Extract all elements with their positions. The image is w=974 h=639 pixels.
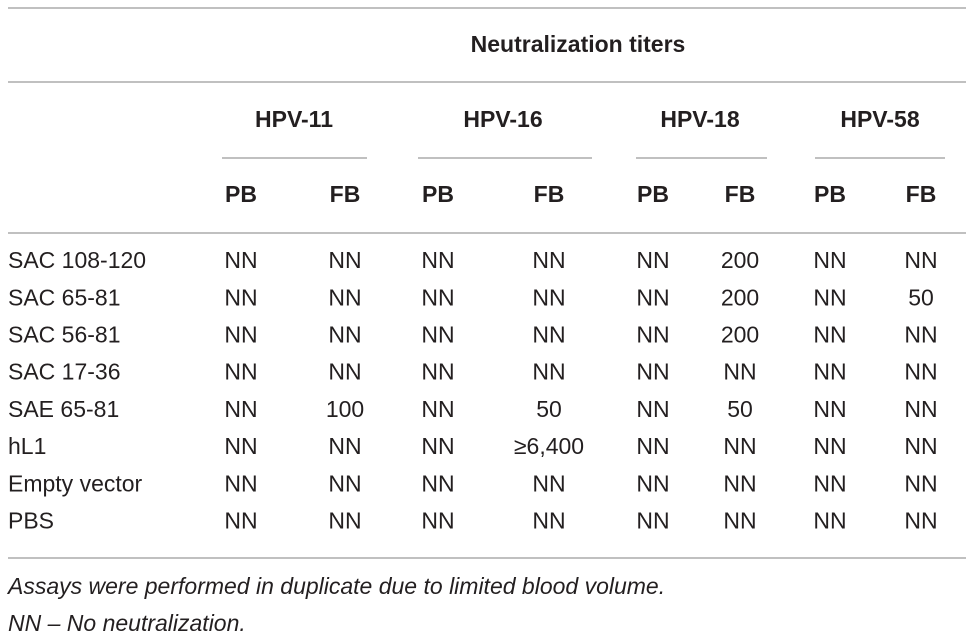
- group-header: HPV-11: [255, 106, 333, 132]
- cell: NN: [421, 247, 454, 273]
- cell: NN: [224, 396, 257, 422]
- cell: NN: [904, 507, 937, 533]
- cell: 100: [326, 396, 364, 422]
- row-label: SAE 65-81: [8, 396, 119, 422]
- cell: NN: [636, 284, 669, 310]
- footnote: Assays were performed in duplicate due t…: [6, 573, 665, 599]
- cell: ≥6,400: [514, 433, 584, 459]
- column-header: FB: [725, 181, 756, 207]
- cell: NN: [813, 470, 846, 496]
- row-label: SAC 17-36: [8, 359, 121, 385]
- column-header: PB: [637, 181, 669, 207]
- cell: NN: [813, 507, 846, 533]
- cell: NN: [421, 433, 454, 459]
- cell: NN: [636, 359, 669, 385]
- row-label: Empty vector: [8, 470, 143, 496]
- row-label: SAC 65-81: [8, 284, 121, 310]
- cell: NN: [328, 359, 361, 385]
- cell: NN: [224, 284, 257, 310]
- cell: NN: [421, 396, 454, 422]
- cell: NN: [328, 433, 361, 459]
- cell: 50: [727, 396, 753, 422]
- column-header: PB: [225, 181, 257, 207]
- cell: NN: [421, 507, 454, 533]
- cell: NN: [532, 507, 565, 533]
- cell: NN: [224, 321, 257, 347]
- column-header: FB: [534, 181, 565, 207]
- table-title: Neutralization titers: [471, 31, 686, 57]
- cell: NN: [224, 433, 257, 459]
- cell: NN: [421, 359, 454, 385]
- column-header: PB: [814, 181, 846, 207]
- cell: NN: [328, 284, 361, 310]
- cell: NN: [904, 247, 937, 273]
- cell: NN: [532, 247, 565, 273]
- cell: NN: [421, 284, 454, 310]
- cell: NN: [636, 247, 669, 273]
- cell: NN: [421, 321, 454, 347]
- column-header: PB: [422, 181, 454, 207]
- cell: NN: [532, 321, 565, 347]
- cell: NN: [636, 321, 669, 347]
- cell: NN: [904, 321, 937, 347]
- cell: NN: [421, 470, 454, 496]
- cell: NN: [904, 470, 937, 496]
- cell: NN: [813, 247, 846, 273]
- column-header: FB: [906, 181, 937, 207]
- cell: NN: [904, 396, 937, 422]
- column-header: FB: [330, 181, 361, 207]
- cell: NN: [224, 507, 257, 533]
- cell: NN: [328, 321, 361, 347]
- row-label: hL1: [8, 433, 46, 459]
- cell: NN: [636, 396, 669, 422]
- cell: NN: [328, 247, 361, 273]
- footnote: NN – No neutralization.: [8, 610, 246, 636]
- cell: 200: [721, 247, 759, 273]
- cell: NN: [224, 247, 257, 273]
- cell: NN: [636, 433, 669, 459]
- cell: NN: [532, 470, 565, 496]
- row-label: PBS: [8, 507, 54, 533]
- cell: NN: [532, 359, 565, 385]
- row-label: SAC 108-120: [8, 247, 146, 273]
- cell: NN: [723, 507, 756, 533]
- cell: NN: [813, 284, 846, 310]
- cell: NN: [532, 284, 565, 310]
- cell: NN: [723, 359, 756, 385]
- cell: 50: [908, 284, 934, 310]
- cell: NN: [813, 359, 846, 385]
- cell: NN: [723, 433, 756, 459]
- cell: 200: [721, 321, 759, 347]
- group-header: HPV-18: [660, 106, 739, 132]
- cell: NN: [636, 470, 669, 496]
- cell: NN: [636, 507, 669, 533]
- cell: NN: [813, 433, 846, 459]
- group-header: HPV-16: [463, 106, 542, 132]
- cell: NN: [904, 433, 937, 459]
- cell: NN: [328, 470, 361, 496]
- cell: NN: [813, 321, 846, 347]
- cell: NN: [328, 507, 361, 533]
- row-label: SAC 56-81: [8, 321, 121, 347]
- group-header: HPV-58: [840, 106, 919, 132]
- cell: NN: [224, 470, 257, 496]
- cell: NN: [224, 359, 257, 385]
- cell: 50: [536, 396, 562, 422]
- cell: NN: [904, 359, 937, 385]
- cell: NN: [813, 396, 846, 422]
- cell: 200: [721, 284, 759, 310]
- cell: NN: [723, 470, 756, 496]
